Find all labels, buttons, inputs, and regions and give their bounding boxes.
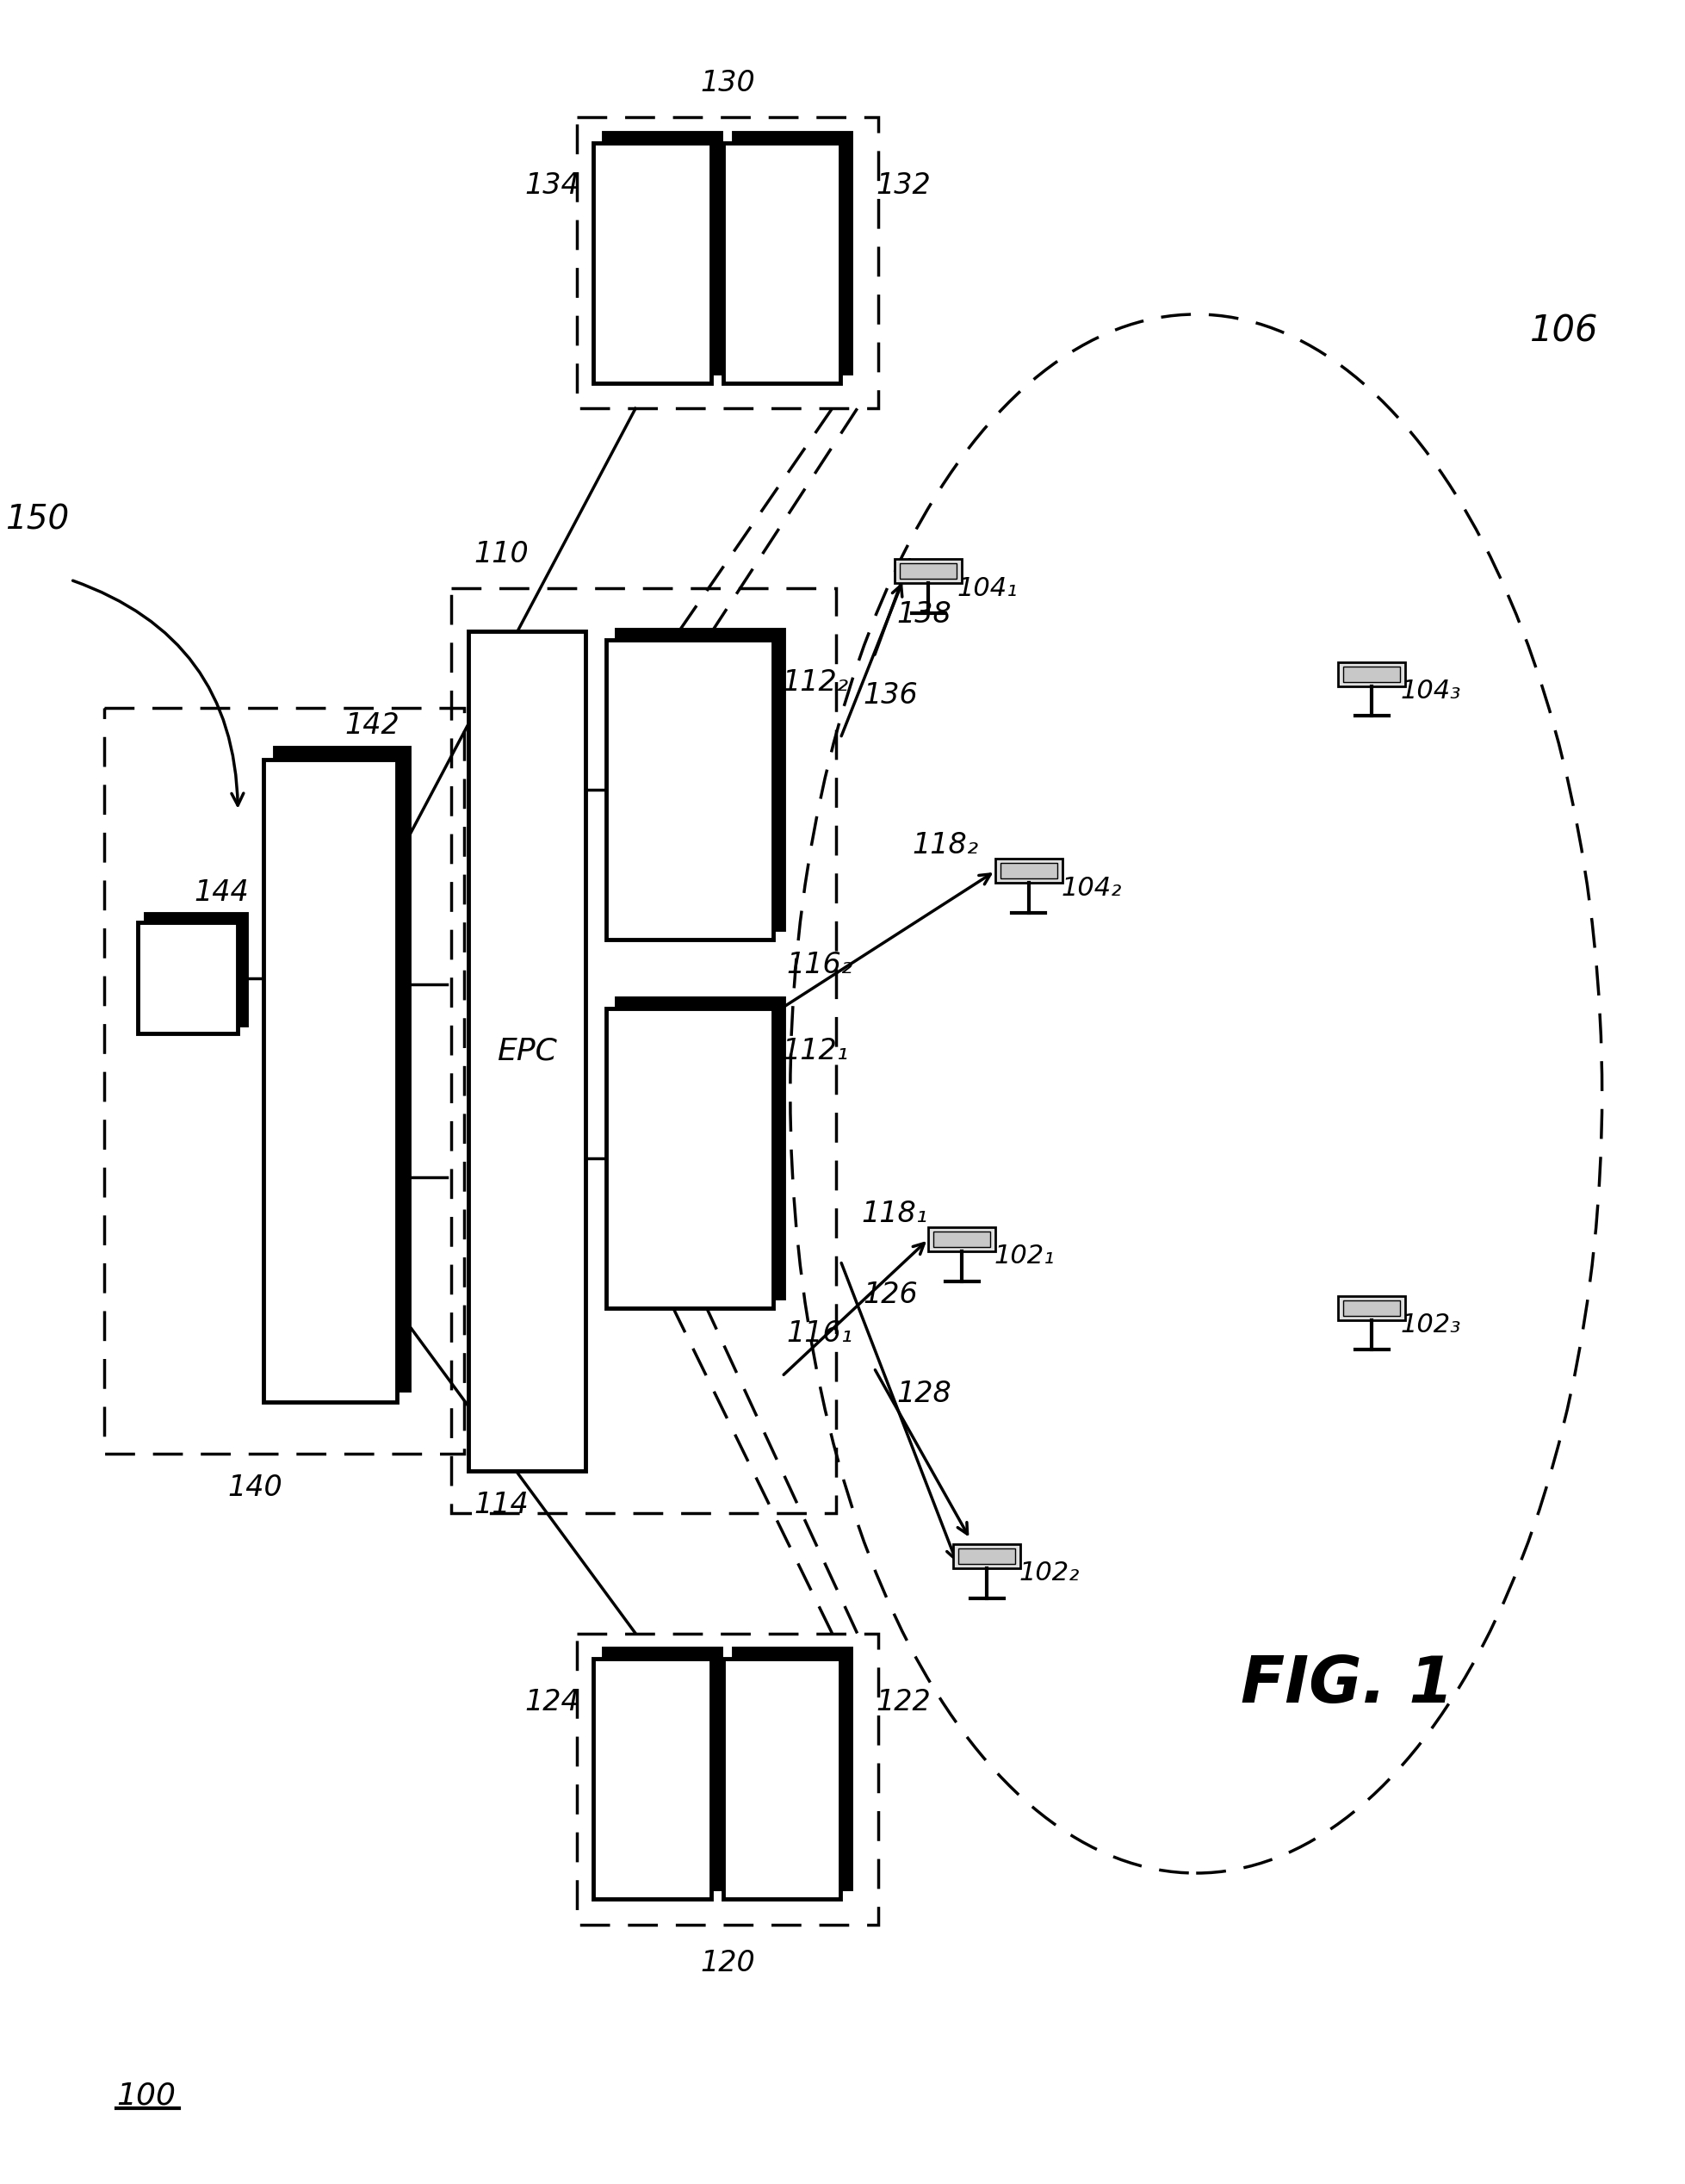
Polygon shape bbox=[617, 629, 784, 928]
Polygon shape bbox=[996, 858, 1062, 882]
Text: 124: 124 bbox=[524, 1688, 580, 1717]
Polygon shape bbox=[933, 1232, 991, 1247]
Polygon shape bbox=[954, 1544, 1021, 1568]
Polygon shape bbox=[275, 747, 409, 1389]
Text: CORE
NETWORK: CORE NETWORK bbox=[630, 1717, 674, 1841]
Text: 132: 132 bbox=[876, 173, 930, 201]
Polygon shape bbox=[928, 1227, 996, 1251]
Polygon shape bbox=[147, 913, 246, 1024]
Text: CORE
NETWORK: CORE NETWORK bbox=[630, 201, 674, 323]
Text: 144: 144 bbox=[194, 878, 249, 906]
Polygon shape bbox=[617, 998, 784, 1297]
Text: FIG. 1: FIG. 1 bbox=[1240, 1653, 1452, 1717]
Text: ACCESS
NODE: ACCESS NODE bbox=[760, 1732, 804, 1826]
Text: 102₃: 102₃ bbox=[1400, 1313, 1461, 1337]
Text: 104₁: 104₁ bbox=[957, 577, 1018, 601]
Text: ACCESS
NODE: ACCESS NODE bbox=[760, 216, 804, 310]
Polygon shape bbox=[900, 563, 957, 579]
Text: 104₃: 104₃ bbox=[1400, 679, 1461, 703]
Polygon shape bbox=[603, 133, 721, 373]
Polygon shape bbox=[468, 631, 585, 1470]
Polygon shape bbox=[733, 1649, 851, 1889]
Text: 104₂: 104₂ bbox=[1062, 876, 1122, 900]
Text: 102₂: 102₂ bbox=[1019, 1562, 1080, 1586]
Polygon shape bbox=[1338, 662, 1405, 686]
Text: 142: 142 bbox=[344, 712, 399, 740]
Text: eNODEB: eNODEB bbox=[677, 1103, 703, 1214]
Polygon shape bbox=[895, 559, 962, 583]
Polygon shape bbox=[1001, 863, 1056, 878]
Text: 116₂: 116₂ bbox=[787, 950, 853, 978]
Text: 106: 106 bbox=[1530, 312, 1599, 349]
Polygon shape bbox=[959, 1548, 1016, 1564]
Polygon shape bbox=[603, 1649, 721, 1889]
Text: 118₂: 118₂ bbox=[912, 832, 979, 860]
Polygon shape bbox=[723, 142, 841, 382]
Text: EPC: EPC bbox=[497, 1035, 556, 1066]
Text: 122: 122 bbox=[876, 1688, 930, 1717]
Text: eNODEB: eNODEB bbox=[677, 734, 703, 845]
Polygon shape bbox=[723, 1660, 841, 1898]
Text: 114: 114 bbox=[473, 1492, 529, 1520]
Polygon shape bbox=[1343, 666, 1400, 681]
Text: 118₁: 118₁ bbox=[861, 1199, 928, 1227]
Text: 100: 100 bbox=[116, 2081, 175, 2110]
Text: 112₂: 112₂ bbox=[782, 668, 849, 697]
Text: 110: 110 bbox=[473, 539, 529, 568]
Polygon shape bbox=[733, 133, 851, 373]
Polygon shape bbox=[138, 922, 238, 1033]
Text: SERVICE
MANAGER: SERVICE MANAGER bbox=[303, 1013, 356, 1149]
Polygon shape bbox=[1343, 1299, 1400, 1315]
Polygon shape bbox=[607, 640, 773, 939]
Text: 128: 128 bbox=[896, 1380, 952, 1409]
Text: 120: 120 bbox=[699, 1948, 755, 1977]
Polygon shape bbox=[607, 1009, 773, 1308]
Polygon shape bbox=[1338, 1295, 1405, 1319]
Polygon shape bbox=[593, 1660, 711, 1898]
Text: 116₁: 116₁ bbox=[787, 1319, 853, 1348]
Text: 102₁: 102₁ bbox=[994, 1245, 1055, 1269]
Text: 134: 134 bbox=[524, 173, 580, 201]
Text: AF: AF bbox=[169, 965, 207, 992]
Text: 130: 130 bbox=[699, 70, 755, 98]
Text: 112₁: 112₁ bbox=[782, 1037, 849, 1066]
Text: 150: 150 bbox=[5, 505, 69, 537]
Text: 138: 138 bbox=[896, 601, 952, 629]
Polygon shape bbox=[593, 142, 711, 382]
Text: 126: 126 bbox=[863, 1280, 918, 1308]
Text: 136: 136 bbox=[863, 681, 918, 710]
Polygon shape bbox=[263, 760, 398, 1402]
Text: 140: 140 bbox=[227, 1474, 281, 1503]
